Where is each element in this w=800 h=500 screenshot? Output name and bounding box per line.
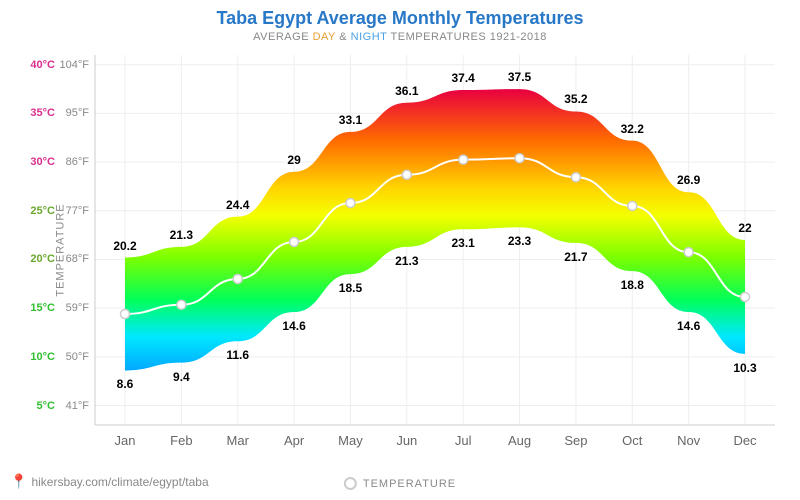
- night-value-label: 23.3: [508, 234, 531, 248]
- map-pin-icon: 📍: [10, 473, 27, 490]
- x-tick-month: Jan: [115, 433, 136, 448]
- y-tick-celsius: 30°C: [30, 156, 55, 168]
- x-tick-month: Aug: [508, 433, 531, 448]
- y-tick-fahrenheit: 104°F: [60, 59, 89, 71]
- legend-label: TEMPERATURE: [363, 478, 456, 490]
- x-tick-month: Feb: [170, 433, 192, 448]
- x-tick-month: Sep: [564, 433, 587, 448]
- y-axis-title: TEMPERATURE: [55, 203, 67, 296]
- night-value-label: 23.1: [451, 236, 474, 250]
- x-tick-month: Apr: [284, 433, 304, 448]
- y-tick-fahrenheit: 59°F: [66, 302, 89, 314]
- day-value-label: 37.5: [508, 70, 531, 84]
- plot-area: 5°C41°F10°C50°F15°C59°F20°C68°F25°C77°F3…: [95, 55, 775, 425]
- source-link[interactable]: 📍 hikersbay.com/climate/egypt/taba: [10, 473, 209, 490]
- night-value-label: 18.8: [621, 278, 644, 292]
- day-value-label: 35.2: [564, 92, 587, 106]
- y-tick-celsius: 5°C: [37, 400, 55, 412]
- subtitle-day: DAY: [313, 31, 336, 43]
- chart-container: Taba Egypt Average Monthly Temperatures …: [0, 0, 800, 500]
- chart-subtitle: AVERAGE DAY & NIGHT TEMPERATURES 1921-20…: [0, 31, 800, 43]
- y-tick-fahrenheit: 95°F: [66, 107, 89, 119]
- day-value-label: 36.1: [395, 84, 418, 98]
- title-block: Taba Egypt Average Monthly Temperatures …: [0, 0, 800, 43]
- day-value-label: 33.1: [339, 113, 362, 127]
- y-tick-celsius: 15°C: [30, 302, 55, 314]
- night-value-label: 11.6: [226, 348, 249, 362]
- day-value-label: 22: [738, 221, 751, 235]
- y-tick-celsius: 40°C: [30, 59, 55, 71]
- night-value-label: 9.4: [173, 370, 190, 384]
- x-tick-month: May: [338, 433, 363, 448]
- night-value-label: 14.6: [282, 319, 305, 333]
- night-value-label: 18.5: [339, 281, 362, 295]
- subtitle-night: NIGHT: [351, 31, 388, 43]
- subtitle-prefix: AVERAGE: [253, 31, 312, 43]
- x-tick-month: Dec: [733, 433, 756, 448]
- plot-svg: [95, 55, 775, 425]
- night-value-label: 8.6: [117, 377, 134, 391]
- x-tick-month: Oct: [622, 433, 642, 448]
- day-value-label: 20.2: [113, 239, 136, 253]
- day-value-label: 21.3: [170, 228, 193, 242]
- y-tick-fahrenheit: 86°F: [66, 156, 89, 168]
- y-tick-celsius: 25°C: [30, 205, 55, 217]
- y-tick-fahrenheit: 68°F: [66, 253, 89, 265]
- day-value-label: 29: [287, 153, 300, 167]
- night-value-label: 14.6: [677, 319, 700, 333]
- x-tick-month: Jul: [455, 433, 472, 448]
- y-tick-fahrenheit: 77°F: [66, 205, 89, 217]
- night-value-label: 21.7: [564, 250, 587, 264]
- x-tick-month: Mar: [227, 433, 249, 448]
- day-value-label: 24.4: [226, 198, 249, 212]
- y-tick-fahrenheit: 50°F: [66, 351, 89, 363]
- x-tick-month: Jun: [396, 433, 417, 448]
- night-value-label: 21.3: [395, 254, 418, 268]
- legend-marker-icon: [344, 477, 357, 490]
- y-tick-celsius: 10°C: [30, 351, 55, 363]
- night-value-label: 10.3: [733, 361, 756, 375]
- day-value-label: 37.4: [451, 71, 474, 85]
- y-tick-celsius: 20°C: [30, 253, 55, 265]
- day-value-label: 32.2: [621, 122, 644, 136]
- legend: TEMPERATURE: [344, 477, 456, 490]
- subtitle-suffix: TEMPERATURES 1921-2018: [387, 31, 547, 43]
- chart-title: Taba Egypt Average Monthly Temperatures: [0, 8, 800, 29]
- day-value-label: 26.9: [677, 173, 700, 187]
- y-tick-celsius: 35°C: [30, 107, 55, 119]
- y-tick-fahrenheit: 41°F: [66, 400, 89, 412]
- x-tick-month: Nov: [677, 433, 700, 448]
- subtitle-amp: &: [336, 31, 351, 43]
- source-url: hikersbay.com/climate/egypt/taba: [31, 475, 208, 489]
